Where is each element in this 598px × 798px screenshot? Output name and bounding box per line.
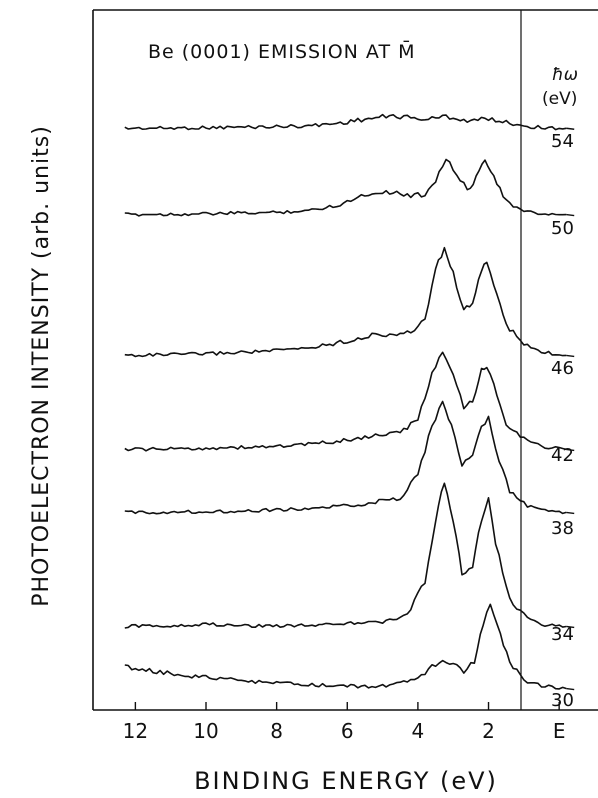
spectrum-trace-38 [124,400,567,515]
spectrum-trace-50 [124,158,567,217]
series-label-54: 54 [551,131,574,152]
series-header-unit: (eV) [542,89,577,109]
series-header-hw: ħω [552,65,578,85]
x-tick-label: 12 [123,719,148,743]
chart-title: Be (0001) EMISSION AT M̄ [148,39,415,63]
series-label-38: 38 [551,518,574,539]
series-label-34: 34 [551,624,574,645]
series-label-30: 30 [551,690,574,711]
spectrum-trace-30 [124,603,567,690]
series-leader-50 [566,213,575,217]
x-axis-label: BINDING ENERGY (eV) [194,767,498,795]
spectrum-trace-34 [124,482,567,629]
x-tick-label: 4 [412,719,425,743]
series-leader-34 [566,625,575,629]
series-leader-54 [566,127,575,130]
spectrum-trace-46 [124,246,567,358]
spectrum-trace-54 [124,113,567,131]
y-axis-label: PHOTOELECTRON INTENSITY (arb. units) [29,125,54,607]
series-label-46: 46 [551,358,574,379]
series-leader-46 [566,354,575,358]
series-leader-38 [566,511,575,515]
series-leader-30 [566,687,575,691]
x-tick-label: 6 [341,719,354,743]
series-label-42: 42 [551,445,574,466]
spectrum-trace-42 [124,351,567,452]
x-tick-label: E [553,719,566,743]
series-label-50: 50 [551,218,574,239]
x-tick-label: 10 [193,719,218,743]
series-leader-42 [566,448,575,452]
x-tick-label: 2 [482,719,495,743]
x-tick-label: 8 [270,719,283,743]
